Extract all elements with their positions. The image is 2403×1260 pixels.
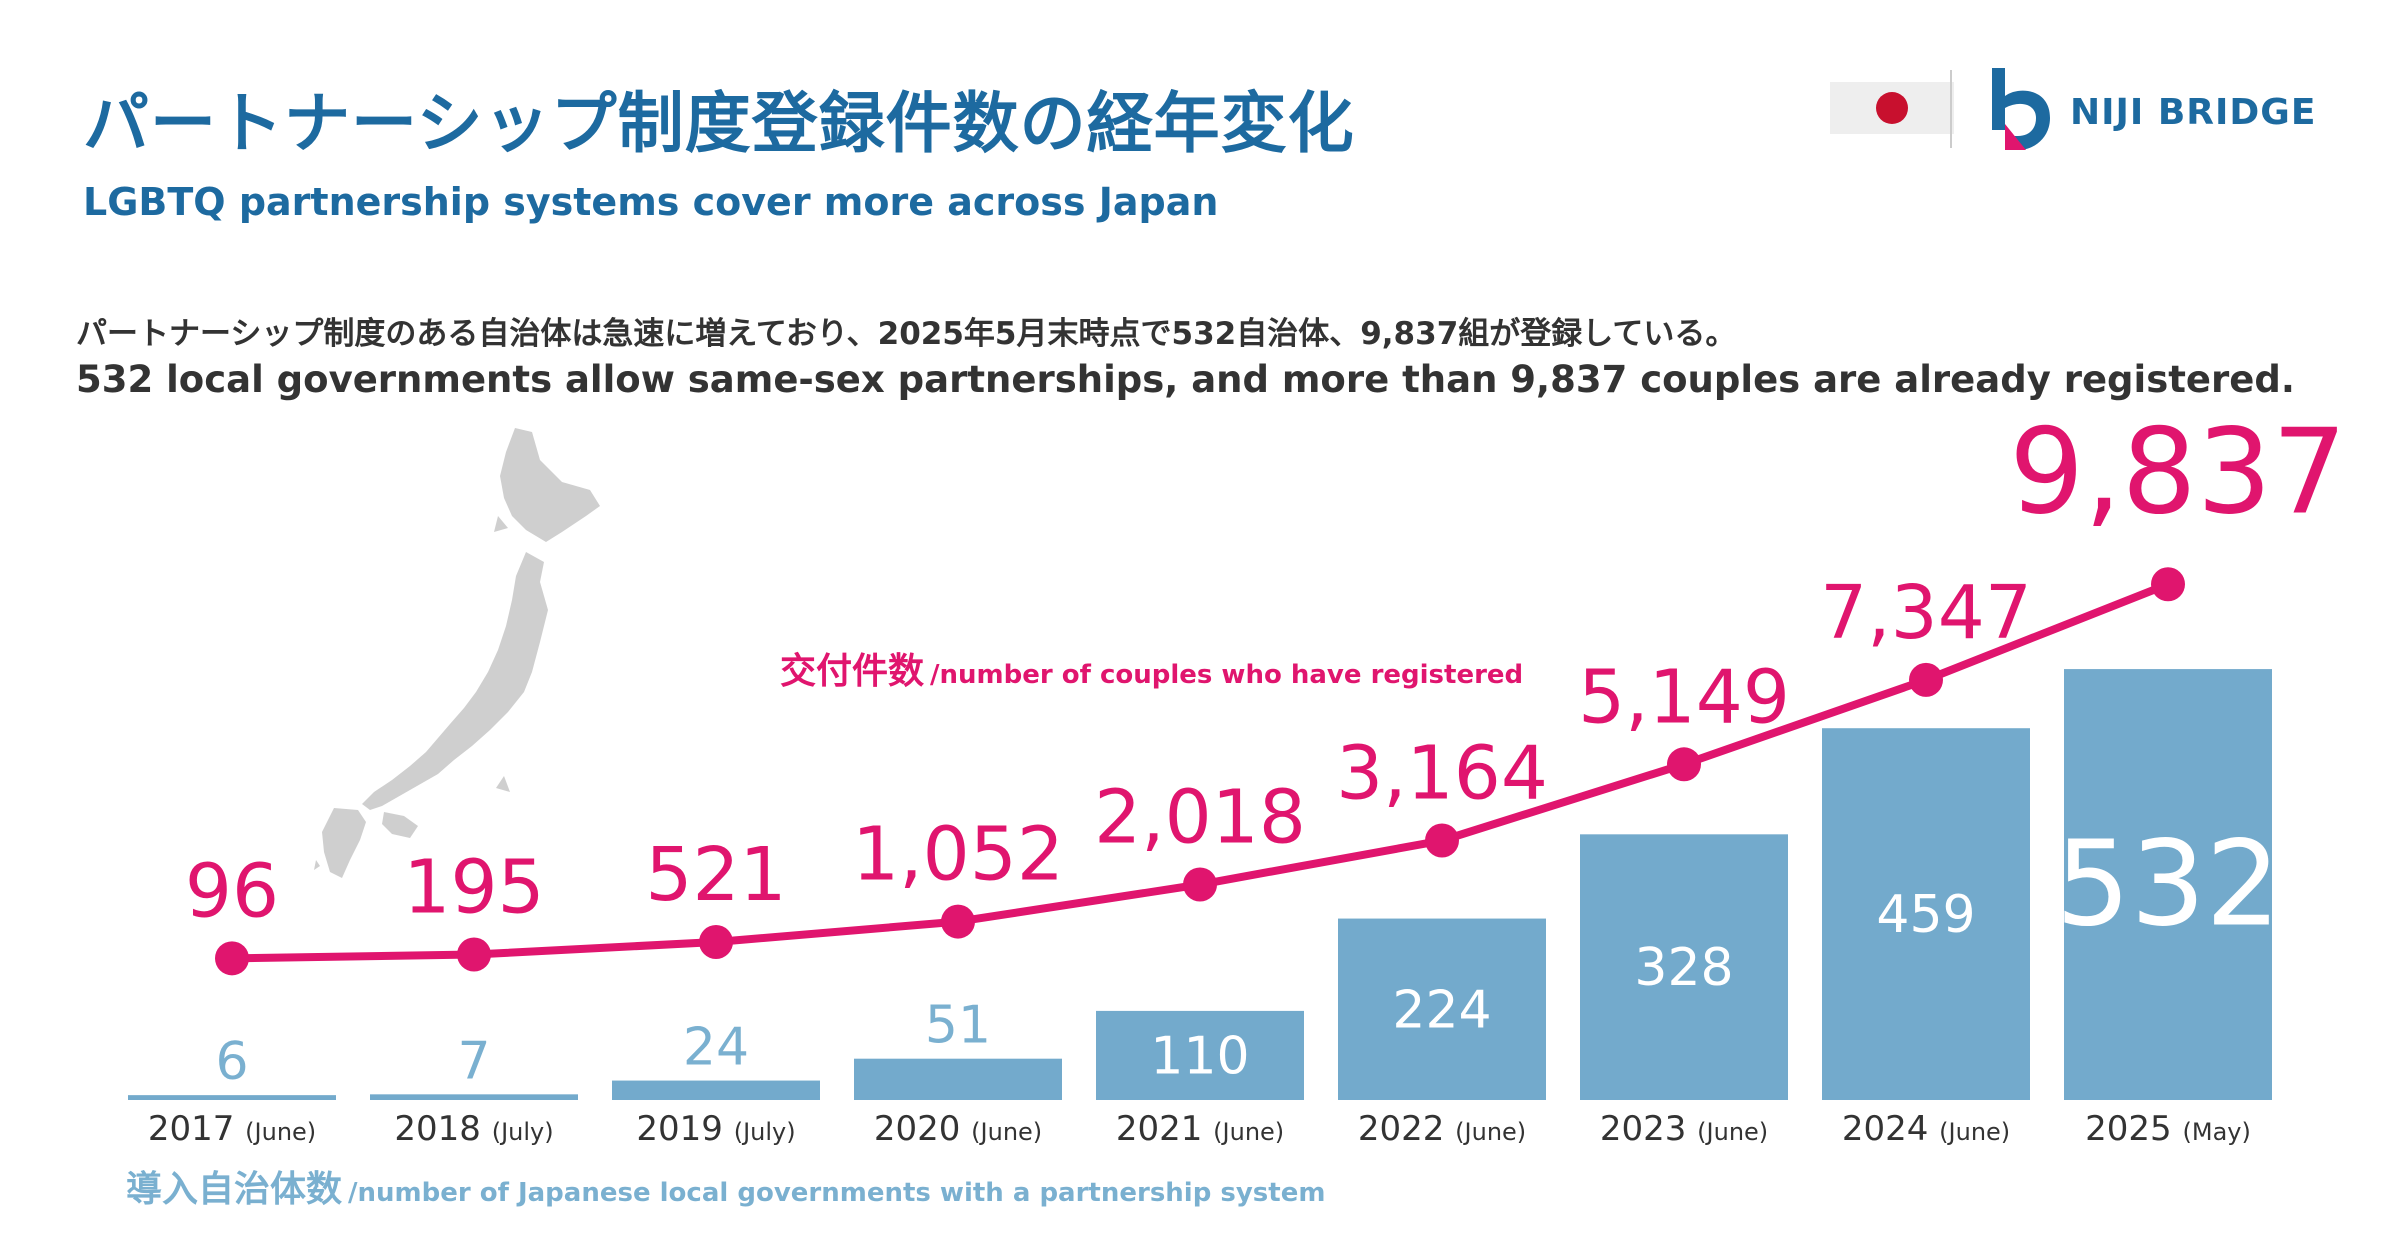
bar-value-label: 7 (457, 1031, 490, 1091)
line-value-label: 5,149 (1578, 654, 1790, 740)
logo-divider (1950, 70, 1952, 148)
legend-governments-ja: 導入自治体数 (126, 1169, 343, 1210)
x-axis-label: 2024 (June) (1842, 1109, 2010, 1149)
legend-couples-en: /number of couples who have registered (930, 660, 1524, 690)
x-axis-label: 2025 (May) (2085, 1109, 2251, 1149)
bar-value-label: 110 (1150, 1026, 1249, 1086)
page-subtitle-en: LGBTQ partnership systems cover more acr… (83, 180, 1219, 224)
line-value-label: 1,052 (852, 812, 1064, 898)
line-point (1667, 747, 1701, 782)
legend-couples-ja: 交付件数 (780, 651, 925, 692)
line-value-label: 2,018 (1094, 775, 1306, 861)
x-axis-label: 2021 (June) (1116, 1109, 1284, 1149)
japan-map-icon (314, 428, 600, 878)
x-axis-label: 2023 (June) (1600, 1109, 1768, 1149)
logo-text: NIJI BRIDGE (2070, 92, 2317, 133)
line-value-label: 7,347 (1820, 570, 2032, 656)
legend-governments-en: /number of Japanese local governments wi… (348, 1178, 1326, 1208)
bar (1096, 1010, 1304, 1100)
bar-value-label: 24 (683, 1018, 749, 1078)
x-axis-label: 2018 (July) (394, 1109, 553, 1149)
line-point (1425, 823, 1459, 858)
bar (854, 1058, 1062, 1100)
line-value-label: 195 (403, 845, 544, 931)
bar-value-label: 532 (2055, 815, 2280, 953)
line-value-label: 9,837 (2009, 402, 2347, 540)
x-axis-label: 2020 (June) (874, 1109, 1042, 1149)
bar-value-label: 51 (925, 996, 991, 1056)
lead-text-ja: パートナーシップ制度のある自治体は急速に増えており、2025年5月末時点で532… (76, 316, 1737, 352)
x-axis-label: 2022 (June) (1358, 1109, 1526, 1149)
bar-value-label: 224 (1392, 980, 1491, 1040)
line-value-label: 96 (185, 848, 279, 934)
line-point (941, 904, 975, 939)
bar (1338, 918, 1546, 1100)
page-title-ja: パートナーシップ制度登録件数の経年変化 (83, 85, 1355, 162)
line-value-label: 3,164 (1336, 731, 1548, 817)
bar (370, 1094, 578, 1100)
bar (128, 1095, 336, 1100)
lead-text-en: 532 local governments allow same-sex par… (76, 358, 2295, 401)
line-point (457, 937, 491, 972)
line-point (1909, 662, 1943, 697)
line-point (699, 924, 733, 959)
legend-couples: 交付件数/number of couples who have register… (780, 642, 1523, 694)
bar-value-label: 328 (1634, 938, 1733, 998)
line-point (2151, 567, 2185, 602)
bar-value-label: 459 (1876, 885, 1975, 945)
japan-flag-icon (1830, 82, 1954, 134)
legend-governments: 導入自治体数/number of Japanese local governme… (126, 1160, 1325, 1212)
bar (1822, 728, 2030, 1100)
x-axis-label: 2017 (June) (148, 1109, 316, 1149)
x-axis-label: 2019 (July) (636, 1109, 795, 1149)
bar (1580, 834, 1788, 1100)
niji-bridge-logo-icon (1992, 68, 2050, 150)
bar-value-label: 6 (215, 1032, 248, 1092)
bar (612, 1080, 820, 1100)
bar (2064, 669, 2272, 1100)
line-point (1183, 867, 1217, 902)
line-point (215, 941, 249, 976)
line-value-label: 521 (645, 832, 786, 918)
